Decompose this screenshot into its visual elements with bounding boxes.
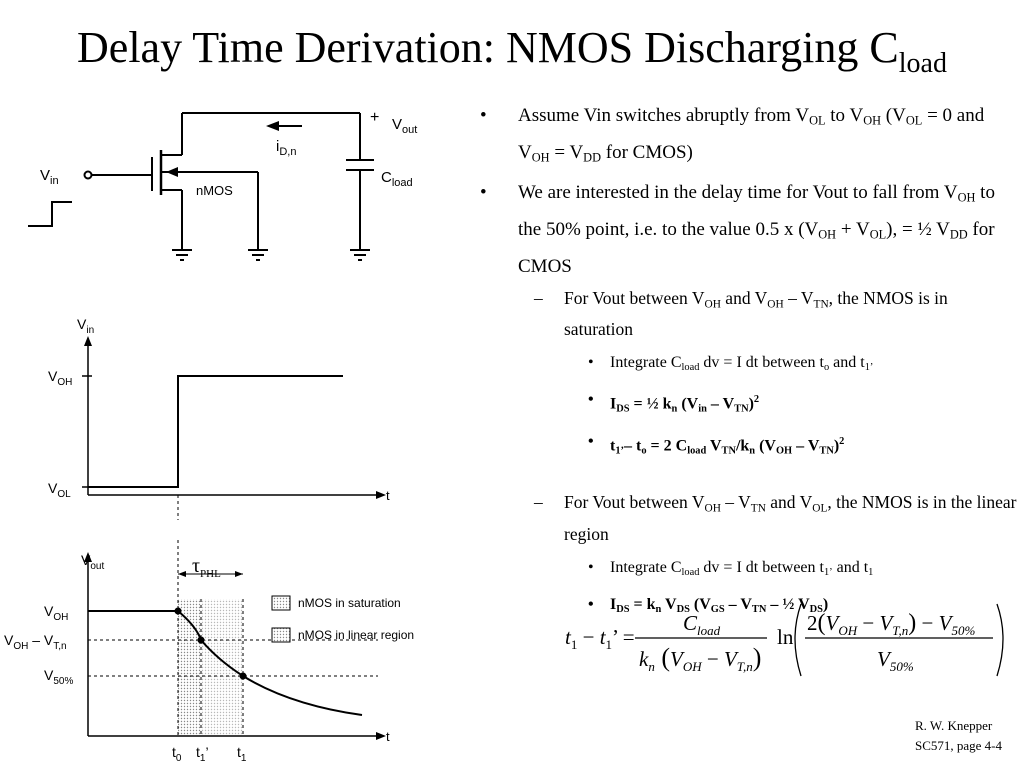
time-axis-label: t <box>386 488 390 503</box>
saturation-region <box>178 599 201 736</box>
item-integrate-lin: • Integrate Cload dv = I dt between t1’ a… <box>588 558 874 578</box>
linear-region <box>201 599 243 736</box>
plus-label: + <box>370 109 379 126</box>
bullet-vin-switch: • Assume Vin switches abruptly from VOL t… <box>480 105 985 165</box>
vout-waveform-plot: nMOS in saturation nMOS in linear region… <box>4 540 414 764</box>
vol-tick-label: VOL <box>48 480 71 500</box>
t1-label: t1 <box>237 744 247 764</box>
legend-saturation-label: nMOS in saturation <box>298 596 401 610</box>
bullet-list: • Assume Vin switches abruptly from VOL t… <box>478 100 1018 621</box>
voh-tick-label: VOH <box>48 368 72 388</box>
slide-footer: R. W. Knepper SC571, page 4-4 <box>915 716 1002 756</box>
tau-phl-label: τPHL <box>192 555 221 580</box>
vout-label: Vout <box>392 116 417 136</box>
legend-linear-label: nMOS in linear region <box>298 628 414 642</box>
formula-lhs: t1 − t1’ = <box>565 625 635 652</box>
sub-bullet-linear: – For Vout between VOH – VTN and VOL, the… <box>534 492 1017 544</box>
cload-label: Cload <box>381 169 413 189</box>
formula-ln: ln <box>777 625 794 649</box>
item-ids-linear: • IDS = kn VDS (VGS – VTN – ½ VDS) <box>588 595 829 615</box>
sub-bullet-saturation: – For Vout between VOH and VOH – VTN, the… <box>534 287 948 340</box>
item-t1prime-formula: • t1’– to = 2 Cload VTN/kn (VOH – VTN)2 <box>588 432 845 457</box>
item-ids-saturation: • IDS = ½ kn (Vin – VTN)2 <box>588 391 760 415</box>
vin-label: Vin <box>40 167 59 187</box>
vout-axis-label: Vout <box>81 552 104 572</box>
t1-prime-label: t1’ <box>196 744 209 764</box>
drain-current-label: iD,n <box>276 138 296 158</box>
v50-level-label: V50% <box>44 667 73 687</box>
t0-label: t0 <box>172 744 182 764</box>
vout-time-axis-label: t <box>386 729 390 744</box>
legend-saturation-swatch <box>271 595 291 611</box>
formula-denominator: kn (VOH − VT,n) <box>639 643 761 674</box>
formula-right-numerator: 2(VOH − VT,n) − V50% <box>807 610 975 638</box>
nmos-label: nMOS <box>196 183 233 198</box>
formula-right-denominator: V50% <box>877 647 914 674</box>
voh-minus-vtn-label: VOH – VT,n <box>4 632 67 652</box>
legend-linear-swatch <box>271 627 291 643</box>
slide-title: Delay Time Derivation: NMOS Discharging … <box>77 23 947 79</box>
nmos-circuit-diagram: Vin + Vout iD,n nMOS Cload <box>28 109 417 261</box>
formula-numerator: Cload <box>683 611 721 638</box>
footer-author: R. W. Knepper <box>914 718 993 733</box>
vin-axis-label: Vin <box>77 316 94 336</box>
voh-level-label: VOH <box>44 603 68 623</box>
footer-page: SC571, page 4-4 <box>914 738 1002 753</box>
bullet-delay-interest: • We are interested in the delay time for… <box>480 182 995 277</box>
vin-waveform-plot: Vin VOH VOL t <box>48 316 390 520</box>
delay-formula: t1 − t1’ = Cload kn (VOH − VT,n) ln 2(VO… <box>565 603 1004 677</box>
item-integrate-sat: • Integrate Cload dv = I dt between to an… <box>588 354 874 374</box>
